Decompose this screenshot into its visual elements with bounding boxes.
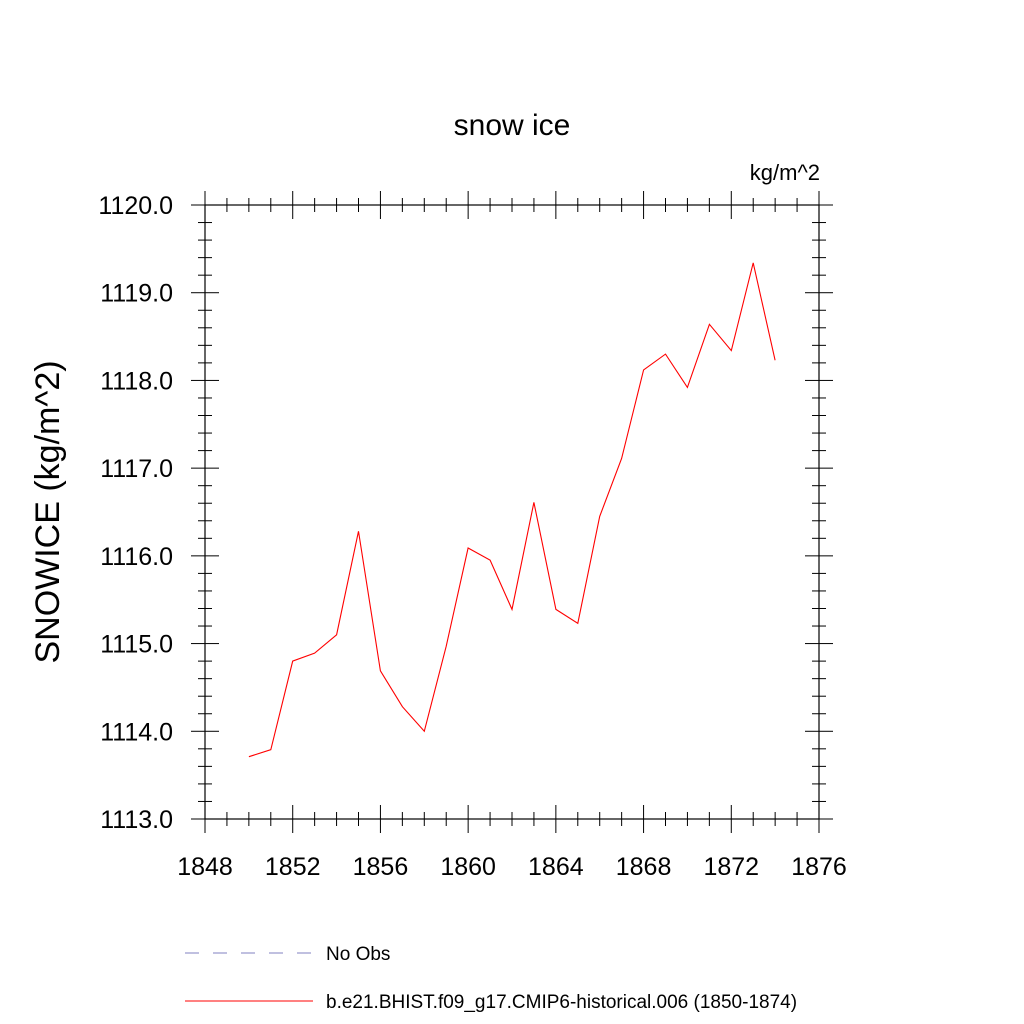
x-tick-label: 1876 bbox=[791, 853, 847, 881]
legend: No Obs b.e21.BHIST.f09_g17.CMIP6-histori… bbox=[185, 944, 797, 1013]
y-tick-label: 1113.0 bbox=[100, 806, 173, 834]
plot-frame bbox=[204, 204, 820, 820]
y-axis-label: SNOWICE (kg/m^2) bbox=[29, 360, 67, 663]
legend-label-no-obs: No Obs bbox=[326, 944, 390, 965]
x-tick-label: 1860 bbox=[440, 853, 496, 881]
y-tick-label: 1117.0 bbox=[100, 455, 173, 483]
x-tick-label: 1864 bbox=[528, 853, 584, 881]
units-label: kg/m^2 bbox=[750, 160, 820, 185]
y-tick-label: 1116.0 bbox=[100, 543, 173, 571]
series-line bbox=[248, 262, 776, 758]
y-tick-label: 1119.0 bbox=[100, 280, 173, 308]
x-tick-label: 1852 bbox=[265, 853, 321, 881]
x-tick-label: 1872 bbox=[703, 853, 759, 881]
legend-label-model: b.e21.BHIST.f09_g17.CMIP6-historical.006… bbox=[326, 992, 797, 1013]
y-tick-label: 1120.0 bbox=[98, 192, 173, 220]
y-tick-label: 1115.0 bbox=[100, 631, 173, 659]
x-tick-label: 1868 bbox=[616, 853, 672, 881]
y-tick-label: 1114.0 bbox=[100, 718, 173, 746]
series-layer bbox=[248, 262, 776, 758]
y-tick-label: 1118.0 bbox=[100, 367, 173, 395]
x-axis-ticks: 1848 1852 1856 1860 1864 1868 1872 1876 bbox=[177, 191, 847, 881]
x-tick-label: 1848 bbox=[177, 853, 233, 881]
x-tick-label: 1856 bbox=[353, 853, 409, 881]
y-axis-ticks: 1113.0 1114.0 1115.0 1116.0 1117.0 1118.0 1119… bbox=[98, 192, 833, 834]
chart-title: snow ice bbox=[454, 109, 571, 142]
